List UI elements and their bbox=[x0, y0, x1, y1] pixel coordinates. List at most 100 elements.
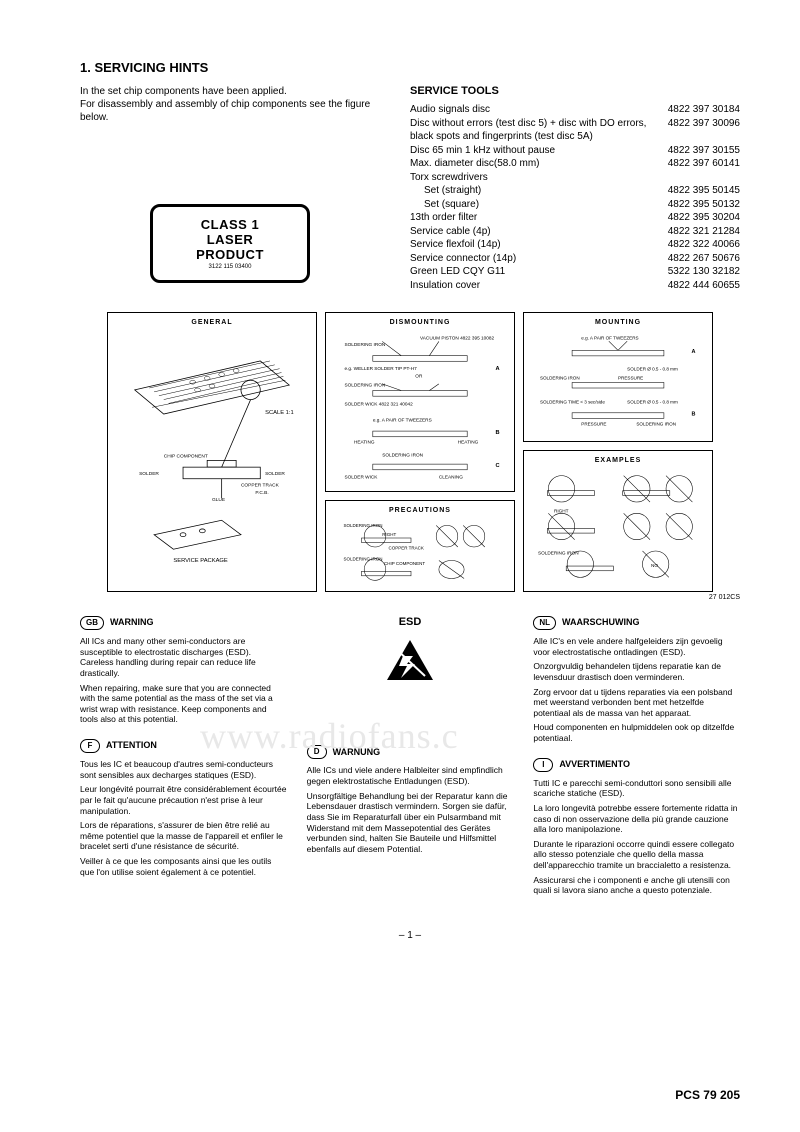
service-tool-row: Torx screwdrivers bbox=[410, 171, 740, 185]
warn-col-1: GB WARNING All ICs and many other semi-c… bbox=[80, 616, 287, 910]
warning-paragraph: Onzorgvuldig behandelen tijdens reparati… bbox=[533, 661, 740, 682]
service-tools-title: SERVICE TOOLS bbox=[410, 85, 740, 97]
warning-paragraph: La loro longevità potrebbe essere fortem… bbox=[533, 803, 740, 835]
svg-text:C: C bbox=[496, 463, 500, 469]
service-tool-part: 5322 130 32182 bbox=[668, 265, 740, 279]
svg-text:COPPER TRACK: COPPER TRACK bbox=[389, 546, 424, 551]
svg-text:HEATING: HEATING bbox=[458, 439, 479, 444]
svg-text:SERVICE PACKAGE: SERVICE PACKAGE bbox=[173, 558, 228, 564]
warning-paragraph: Alle IC's en vele andere halfgeleiders z… bbox=[533, 636, 740, 657]
esd-section: ESD bbox=[307, 616, 514, 685]
service-tool-row: Green LED CQY G115322 130 32182 bbox=[410, 265, 740, 279]
service-tool-part: 4822 322 40066 bbox=[668, 238, 740, 252]
service-tool-row: Disc without errors (test disc 5) + disc… bbox=[410, 117, 740, 144]
service-tool-desc: Green LED CQY G11 bbox=[410, 265, 668, 279]
svg-text:SOLDER: SOLDER bbox=[139, 471, 159, 477]
svg-text:A: A bbox=[496, 366, 500, 372]
diagram-general: GENERAL SCALE bbox=[107, 312, 317, 592]
service-tool-desc: Service connector (14p) bbox=[410, 252, 668, 266]
warning-gb: GB WARNING All ICs and many other semi-c… bbox=[80, 616, 287, 725]
service-tool-row: Service connector (14p)4822 267 50676 bbox=[410, 252, 740, 266]
svg-text:SOLDER WICK: SOLDER WICK bbox=[345, 474, 379, 479]
svg-text:CHIP COMPONENT: CHIP COMPONENT bbox=[164, 454, 208, 460]
svg-text:SOLDERING IRON: SOLDERING IRON bbox=[636, 422, 676, 427]
service-tool-part: 4822 395 30204 bbox=[668, 211, 740, 225]
svg-text:e.g. WELLER SOLDER TIP PT-H7: e.g. WELLER SOLDER TIP PT-H7 bbox=[345, 366, 418, 371]
warning-i: I AVVERTIMENTO Tutti IC e parecchi semi-… bbox=[533, 758, 740, 896]
service-tool-row: Set (straight)4822 395 50145 bbox=[410, 184, 740, 198]
svg-text:RIGHT: RIGHT bbox=[554, 508, 569, 513]
warning-nl-title: WAARSCHUWING bbox=[562, 617, 640, 628]
diagram-dismounting: DISMOUNTING VACUUM PISTON 4822 395 10082… bbox=[325, 312, 515, 492]
intro-line2: For disassembly and assembly of chip com… bbox=[80, 99, 370, 123]
service-tool-desc: Set (straight) bbox=[410, 184, 668, 198]
svg-text:VACUUM PISTON 4822 395 10082: VACUUM PISTON 4822 395 10082 bbox=[420, 336, 494, 341]
watermark: www.radiofans.c bbox=[200, 715, 459, 757]
svg-text:A: A bbox=[691, 349, 695, 355]
diagram-general-title: GENERAL bbox=[114, 319, 310, 326]
svg-text:SOLDERING IRON: SOLDERING IRON bbox=[345, 342, 386, 347]
service-tool-desc: Audio signals disc bbox=[410, 103, 668, 117]
laser-product-label: CLASS 1 LASER PRODUCT 3122 115 03400 bbox=[150, 204, 310, 283]
svg-text:SOLDER Ø 0.5 - 0.8 mm: SOLDER Ø 0.5 - 0.8 mm bbox=[627, 400, 678, 405]
svg-text:SOLDER WICK 4822 321 40042: SOLDER WICK 4822 321 40042 bbox=[345, 402, 414, 407]
warning-nl-text: Alle IC's en vele andere halfgeleiders z… bbox=[533, 636, 740, 744]
diagram-examples: EXAMPLES RIGHT SOLDERING IRO bbox=[523, 450, 713, 592]
lang-badge-nl: NL bbox=[533, 616, 556, 630]
svg-text:SOLDERING IRON: SOLDERING IRON bbox=[382, 453, 423, 458]
warning-paragraph: Alle ICs und viele andere Halbleiter sin… bbox=[307, 765, 514, 786]
svg-text:SCALE 1:1: SCALE 1:1 bbox=[265, 410, 294, 416]
diagram-col3: MOUNTING e.g. A PAIR OF TWEEZERS A SOLDE… bbox=[523, 312, 713, 592]
svg-text:CLEANING: CLEANING bbox=[439, 474, 463, 479]
warning-paragraph: Unsorgfältige Behandlung bei der Reparat… bbox=[307, 791, 514, 855]
esd-icon bbox=[385, 638, 435, 683]
service-tool-part: 4822 397 30096 bbox=[668, 117, 740, 144]
svg-text:P.C.B.: P.C.B. bbox=[255, 490, 268, 496]
svg-text:B: B bbox=[496, 430, 500, 436]
warning-paragraph: Zorg ervoor dat u tijdens reparaties via… bbox=[533, 687, 740, 719]
warning-f: F ATTENTION Tous les IC et beaucoup d'au… bbox=[80, 739, 287, 877]
warning-paragraph: Veiller à ce que les composants ainsi qu… bbox=[80, 856, 287, 877]
diagram-mounting: MOUNTING e.g. A PAIR OF TWEEZERS A SOLDE… bbox=[523, 312, 713, 442]
service-tool-desc: Service flexfoil (14p) bbox=[410, 238, 668, 252]
warning-paragraph: Leur longévité pourrait être considérabl… bbox=[80, 784, 287, 816]
service-tool-row: Service cable (4p)4822 321 21284 bbox=[410, 225, 740, 239]
examples-illustration: RIGHT SOLDERING IRON NO bbox=[530, 470, 706, 583]
lang-badge-gb: GB bbox=[80, 616, 104, 630]
warning-paragraph: All ICs and many other semi-conductors a… bbox=[80, 636, 287, 679]
service-tool-desc: Disc without errors (test disc 5) + disc… bbox=[410, 117, 668, 144]
warning-d: D WARNUNG Alle ICs und viele andere Halb… bbox=[307, 745, 514, 854]
svg-text:SOLDER: SOLDER bbox=[265, 471, 285, 477]
diagram-precautions-title: PRECAUTIONS bbox=[332, 507, 508, 514]
service-tool-part: 4822 397 30184 bbox=[668, 103, 740, 117]
diagram-dismounting-title: DISMOUNTING bbox=[332, 319, 508, 326]
diagram-col2: DISMOUNTING VACUUM PISTON 4822 395 10082… bbox=[325, 312, 515, 592]
warning-nl: NL WAARSCHUWING Alle IC's en vele andere… bbox=[533, 616, 740, 744]
diagram-row: GENERAL SCALE bbox=[80, 312, 740, 592]
service-tool-part: 4822 444 60655 bbox=[668, 279, 740, 293]
warning-paragraph: Tutti IC e parecchi semi-conduttori sono… bbox=[533, 778, 740, 799]
service-tool-row: Audio signals disc4822 397 30184 bbox=[410, 103, 740, 117]
svg-text:PRESSURE: PRESSURE bbox=[581, 422, 606, 427]
intro-line1: In the set chip components have been app… bbox=[80, 86, 287, 97]
esd-title: ESD bbox=[307, 616, 514, 630]
laser-code: 3122 115 03400 bbox=[173, 264, 287, 270]
svg-text:GLUE: GLUE bbox=[212, 497, 225, 503]
intro-text: In the set chip components have been app… bbox=[80, 85, 380, 124]
lang-badge-i: I bbox=[533, 758, 553, 772]
service-tool-part: 4822 395 50132 bbox=[668, 198, 740, 212]
svg-text:NO: NO bbox=[651, 563, 658, 568]
svg-text:PRESSURE: PRESSURE bbox=[618, 376, 643, 381]
svg-text:B: B bbox=[691, 412, 695, 418]
diagram-precautions: PRECAUTIONS SOLDERING IRON RIGHT COPPER … bbox=[325, 500, 515, 592]
warning-gb-title: WARNING bbox=[110, 617, 154, 628]
warning-paragraph: Assicurarsi che i componenti e anche gli… bbox=[533, 875, 740, 896]
warning-paragraph: Lors de réparations, s'assurer de bien ê… bbox=[80, 820, 287, 852]
laser-line1: CLASS 1 bbox=[173, 217, 287, 232]
warning-gb-text: All ICs and many other semi-conductors a… bbox=[80, 636, 287, 725]
service-tool-desc: 13th order filter bbox=[410, 211, 668, 225]
laser-line2: LASER PRODUCT bbox=[173, 232, 287, 262]
lang-badge-f: F bbox=[80, 739, 100, 753]
svg-text:SOLDERING IRON: SOLDERING IRON bbox=[345, 383, 386, 388]
diagrams-section: GENERAL SCALE bbox=[80, 312, 740, 601]
